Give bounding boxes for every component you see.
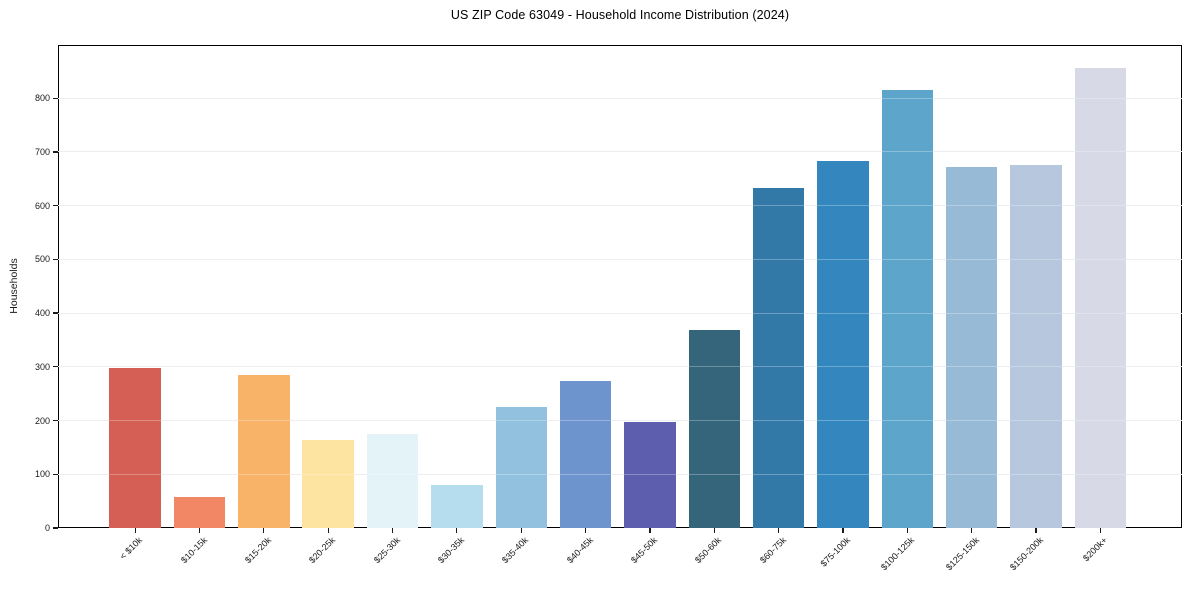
- bar-45-50k: [624, 422, 676, 528]
- y-tick-label: 700: [34, 146, 50, 157]
- bar-50-60k: [688, 330, 740, 528]
- gridline-overlay: [58, 473, 1182, 475]
- gridline: [58, 312, 1182, 314]
- y-tick-label: 300: [34, 361, 50, 372]
- x-tick-mark: [842, 528, 844, 533]
- gridline: [58, 151, 1182, 153]
- gridline-overlay: [58, 366, 1182, 368]
- bar-25-30k: [366, 433, 419, 528]
- x-tick-mark: [649, 528, 651, 533]
- x-tick-mark: [713, 528, 715, 533]
- x-tick-mark: [327, 528, 329, 533]
- y-tick-mark: [53, 151, 58, 153]
- gridline: [58, 366, 1182, 368]
- x-tick-mark: [1035, 528, 1037, 533]
- gridline-overlay: [58, 151, 1182, 153]
- x-tick-mark: [777, 528, 780, 533]
- y-tick-mark: [53, 527, 58, 529]
- bar-60-75k: [752, 187, 805, 528]
- x-tick-mark: [391, 528, 394, 533]
- bar-100-125k: [881, 90, 933, 528]
- bar-10k: [109, 367, 161, 528]
- bar-75-100k: [817, 161, 869, 528]
- y-tick-label: 0: [44, 523, 50, 533]
- gridline: [58, 258, 1182, 260]
- x-tick-mark: [1099, 528, 1101, 533]
- y-tick-label: 400: [34, 308, 50, 319]
- y-tick-label: 500: [34, 254, 50, 265]
- x-tick-mark: [198, 528, 201, 533]
- x-tick-mark: [584, 528, 587, 533]
- gridline: [58, 473, 1182, 475]
- bar-20-25k: [302, 439, 354, 528]
- y-tick-label: 100: [34, 469, 50, 480]
- gridline-overlay: [58, 205, 1182, 207]
- gridline-overlay: [58, 312, 1182, 314]
- gridline: [58, 205, 1182, 207]
- x-tick-mark: [456, 528, 458, 533]
- chart-title: US ZIP Code 63049 - Household Income Dis…: [450, 8, 790, 22]
- y-tick-mark: [53, 419, 58, 422]
- gridline-overlay: [58, 258, 1182, 260]
- y-tick-mark: [53, 258, 58, 260]
- bar-10-15k: [173, 496, 226, 528]
- gridline-overlay: [58, 97, 1182, 99]
- y-tick-mark: [53, 97, 58, 99]
- y-axis-label: Households: [8, 258, 20, 314]
- y-tick-mark: [53, 205, 58, 207]
- x-tick-mark: [906, 528, 908, 533]
- x-tick-label: < $10k: [117, 535, 145, 562]
- y-tick-mark: [53, 473, 58, 475]
- gridline: [58, 97, 1182, 99]
- x-tick-mark: [134, 528, 136, 533]
- bar-150-200k: [1010, 164, 1062, 528]
- gridline-overlay: [58, 420, 1182, 422]
- x-tick-mark: [971, 528, 973, 533]
- bar-15-20k: [238, 374, 290, 528]
- x-tick-mark: [263, 528, 265, 533]
- x-tick-mark: [520, 528, 522, 533]
- bar-30-35k: [431, 485, 483, 528]
- y-tick-label: 600: [34, 200, 50, 211]
- gridline: [58, 420, 1182, 422]
- y-tick-mark: [53, 312, 58, 314]
- bar-200k+: [1074, 68, 1127, 528]
- y-tick-label: 200: [34, 415, 50, 426]
- bar-125-150k: [945, 166, 998, 528]
- bar-35-40k: [495, 407, 547, 528]
- y-tick-mark: [53, 366, 58, 368]
- y-tick-label: 800: [34, 93, 50, 104]
- bar-40-45k: [559, 380, 612, 528]
